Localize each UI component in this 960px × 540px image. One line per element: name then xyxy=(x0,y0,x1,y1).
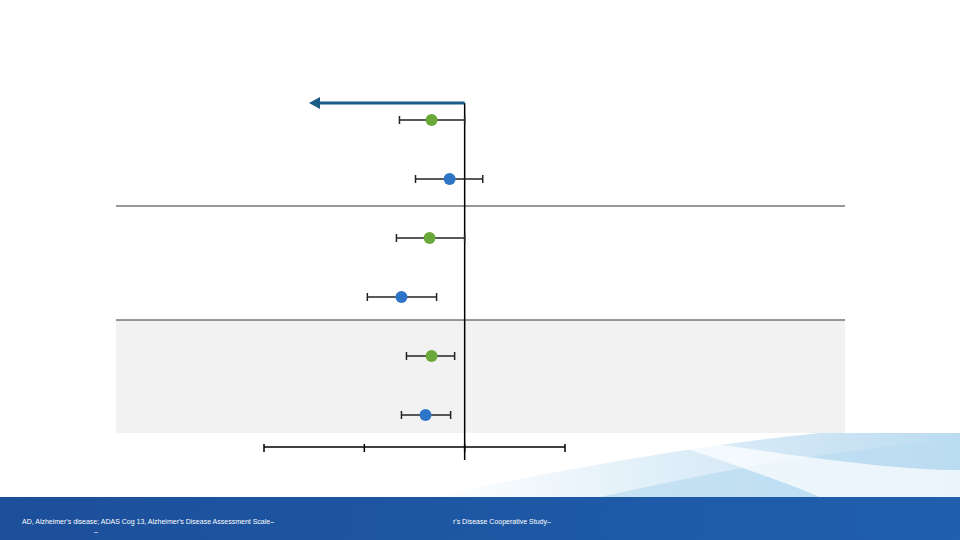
footnote: AD, Alzheimer's disease; ADAS Cog 13, Al… xyxy=(22,518,274,526)
footer-bar xyxy=(0,497,960,540)
point-estimate xyxy=(426,350,438,362)
marks xyxy=(367,114,482,421)
ci-cap xyxy=(406,352,408,360)
x-tick xyxy=(263,444,265,452)
footnote: r's Disease Cooperative Study– xyxy=(453,518,551,526)
ci-cap xyxy=(436,293,438,301)
direction-arrow-head xyxy=(309,97,320,109)
ci-cap xyxy=(415,175,417,183)
group-band xyxy=(116,320,845,433)
point-estimate xyxy=(424,232,436,244)
swoosh xyxy=(430,433,960,497)
reference-line xyxy=(464,103,466,460)
point-estimate xyxy=(420,409,432,421)
ci-cap xyxy=(450,411,452,419)
slide: AD, Alzheimer's disease; ADAS Cog 13, Al… xyxy=(0,0,960,540)
x-axis xyxy=(264,446,565,448)
ci-cap xyxy=(482,175,484,183)
ci-cap xyxy=(401,411,403,419)
x-tick xyxy=(564,444,566,452)
ci-cap xyxy=(464,116,466,124)
x-tick xyxy=(364,444,366,452)
footnote: – xyxy=(94,528,98,535)
separator xyxy=(116,320,845,321)
ci-cap xyxy=(399,116,401,124)
swoosh xyxy=(640,433,960,497)
ci-cap xyxy=(367,293,369,301)
point-estimate xyxy=(444,173,456,185)
point-estimate xyxy=(395,291,407,303)
x-tick xyxy=(464,444,466,452)
ci-cap xyxy=(464,234,466,242)
ci-cap xyxy=(396,234,398,242)
direction-arrow xyxy=(318,102,465,105)
ci-cap xyxy=(454,352,456,360)
point-estimate xyxy=(426,114,438,126)
separator xyxy=(116,206,845,207)
